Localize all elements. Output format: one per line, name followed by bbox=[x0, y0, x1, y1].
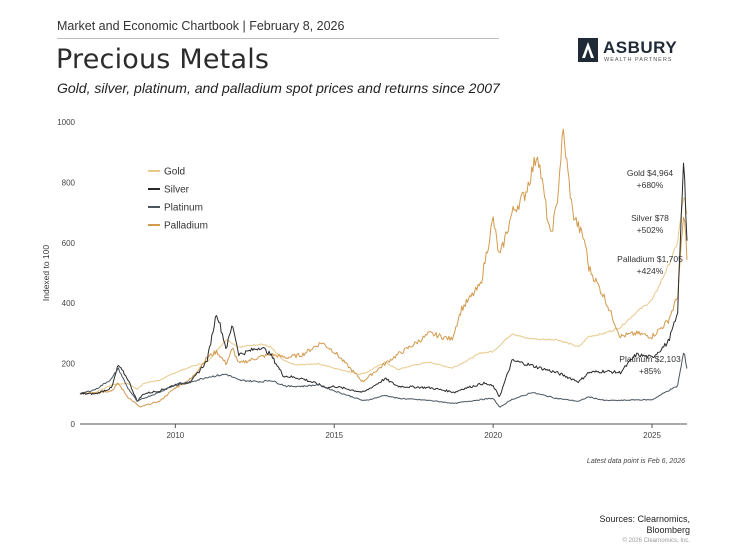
series-line-platinum bbox=[79, 352, 688, 408]
x-tick-label: 2010 bbox=[166, 431, 184, 440]
y-tick-label: 800 bbox=[62, 178, 76, 187]
chart-end-labels: Gold $4,964 +680% Silver $78 +502% Platinum … bbox=[617, 168, 683, 376]
legend-label-gold: Gold bbox=[164, 167, 185, 178]
sources-line-2: Bloomberg bbox=[646, 525, 690, 535]
legend-label-silver: Silver bbox=[164, 185, 190, 196]
end-label-silver: Silver $78 bbox=[631, 213, 669, 223]
asbury-logo: ASBURY WEALTH PARTNERS bbox=[578, 38, 678, 64]
end-label-gold: Gold $4,964 bbox=[627, 168, 674, 178]
sources-line-1: Sources: Clearnomics, bbox=[599, 514, 690, 524]
x-tick-label: 2015 bbox=[325, 431, 343, 440]
chart-lines bbox=[79, 128, 688, 408]
y-tick-label: 1000 bbox=[57, 118, 75, 127]
end-label-platinum: Platinum $2,103 bbox=[619, 354, 681, 364]
copyright-note: © 2026 Clearnomics, Inc. bbox=[622, 538, 690, 544]
header-divider bbox=[57, 38, 499, 39]
chart-legend: Gold Silver Platinum Palladium bbox=[148, 167, 208, 232]
end-return-gold: +680% bbox=[637, 180, 664, 190]
logo-name: ASBURY bbox=[603, 38, 678, 57]
legend-label-palladium: Palladium bbox=[164, 221, 208, 232]
end-return-silver: +502% bbox=[637, 225, 664, 235]
logo-mark-icon bbox=[578, 38, 598, 62]
sources-note: Sources: Clearnomics, Bloomberg bbox=[570, 514, 690, 536]
y-tick-label: 200 bbox=[62, 360, 76, 369]
end-label-palladium: Palladium $1,705 bbox=[617, 254, 683, 264]
y-tick-label: 600 bbox=[62, 239, 76, 248]
precious-metals-chart: 0 200 400 600 800 1000 2010 2015 2020 2025 Indexed… bbox=[41, 118, 688, 440]
chart-axes: 0 200 400 600 800 1000 2010 2015 2020 2025 Indexed… bbox=[41, 118, 687, 440]
latest-data-note: Latest data point is Feb 6, 2026 bbox=[586, 458, 685, 465]
y-axis-label: Indexed to 100 bbox=[41, 245, 51, 302]
end-return-palladium: +424% bbox=[637, 266, 664, 276]
x-tick-label: 2020 bbox=[484, 431, 502, 440]
end-return-platinum: +85% bbox=[639, 366, 661, 376]
legend-label-platinum: Platinum bbox=[164, 203, 203, 214]
series-line-silver bbox=[79, 162, 688, 402]
logo-subtitle: WEALTH PARTNERS bbox=[604, 57, 673, 63]
y-tick-label: 0 bbox=[71, 420, 76, 429]
x-tick-label: 2025 bbox=[643, 431, 661, 440]
page-title: Precious Metals bbox=[56, 44, 270, 75]
y-tick-label: 400 bbox=[62, 299, 76, 308]
page-subtitle: Gold, silver, platinum, and palladium sp… bbox=[57, 80, 500, 96]
chartbook-header: Market and Economic Chartbook | February… bbox=[57, 19, 345, 33]
